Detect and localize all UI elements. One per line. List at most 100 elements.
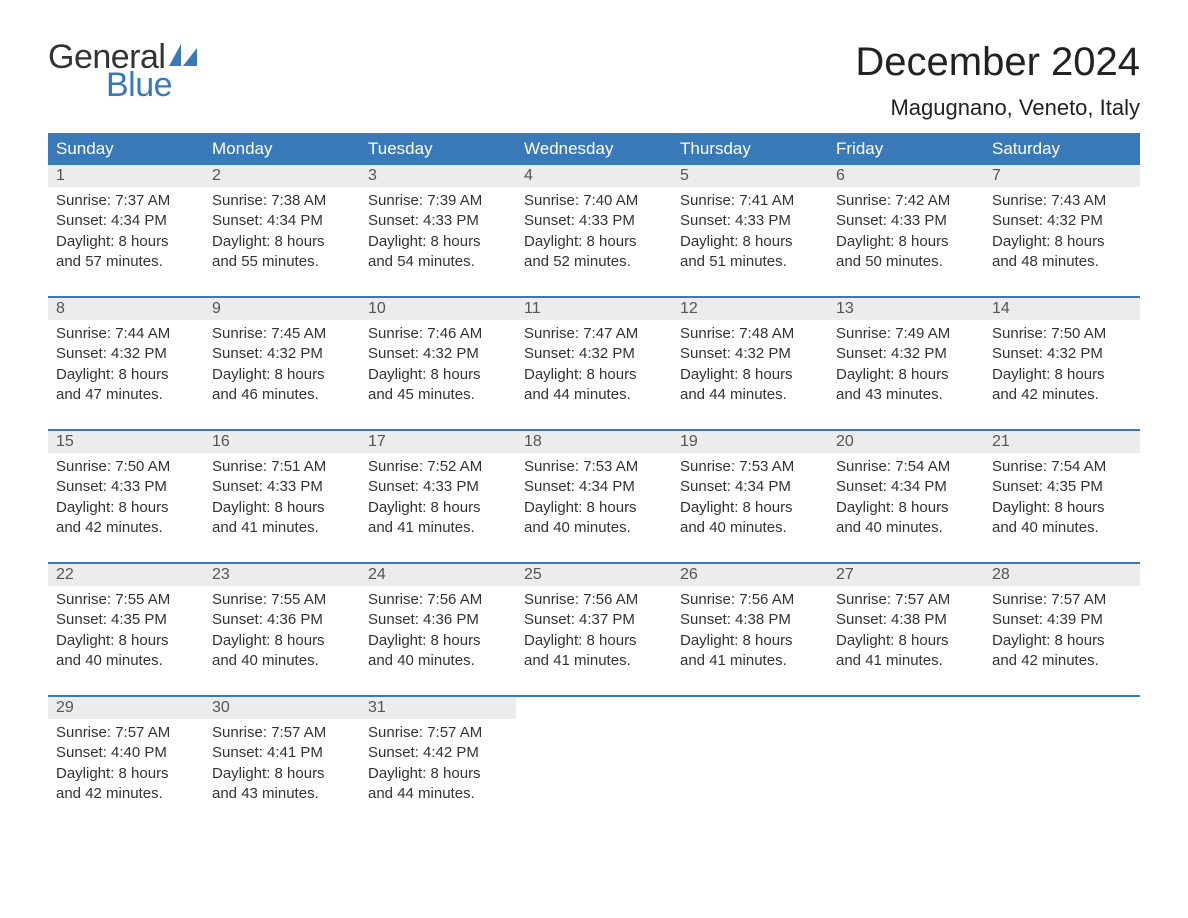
day-number: 18: [516, 431, 672, 453]
day-header: Saturday: [984, 133, 1140, 165]
day-number: [828, 697, 984, 719]
day-details: Sunrise: 7:55 AMSunset: 4:36 PMDaylight:…: [204, 586, 360, 696]
sunset-text: Sunset: 4:33 PM: [56, 477, 196, 497]
sunset-text: Sunset: 4:32 PM: [524, 344, 664, 364]
daylight-line1: Daylight: 8 hours: [56, 764, 196, 784]
day-details: Sunrise: 7:53 AMSunset: 4:34 PMDaylight:…: [516, 453, 672, 563]
sunrise-text: Sunrise: 7:53 AM: [524, 457, 664, 477]
daylight-line2: and 42 minutes.: [992, 651, 1132, 671]
daylight-line1: Daylight: 8 hours: [836, 232, 976, 252]
day-number: 26: [672, 564, 828, 586]
day-details: Sunrise: 7:57 AMSunset: 4:40 PMDaylight:…: [48, 719, 204, 828]
day-number: 1: [48, 165, 204, 187]
sunrise-text: Sunrise: 7:49 AM: [836, 324, 976, 344]
day-number: 12: [672, 298, 828, 320]
daynum-row: 891011121314: [48, 298, 1140, 320]
daylight-line1: Daylight: 8 hours: [56, 232, 196, 252]
daylight-line1: Daylight: 8 hours: [212, 631, 352, 651]
day-details: Sunrise: 7:49 AMSunset: 4:32 PMDaylight:…: [828, 320, 984, 430]
day-number: [516, 697, 672, 719]
sunset-text: Sunset: 4:33 PM: [212, 477, 352, 497]
sunrise-text: Sunrise: 7:56 AM: [680, 590, 820, 610]
daylight-line2: and 45 minutes.: [368, 385, 508, 405]
daynum-row: 22232425262728: [48, 564, 1140, 586]
calendar-table: Sunday Monday Tuesday Wednesday Thursday…: [48, 133, 1140, 828]
sunrise-text: Sunrise: 7:54 AM: [836, 457, 976, 477]
daylight-line2: and 47 minutes.: [56, 385, 196, 405]
day-details: Sunrise: 7:53 AMSunset: 4:34 PMDaylight:…: [672, 453, 828, 563]
logo-word-blue: Blue: [106, 68, 197, 102]
daylight-line2: and 44 minutes.: [524, 385, 664, 405]
daylight-line2: and 41 minutes.: [836, 651, 976, 671]
daylight-line2: and 40 minutes.: [56, 651, 196, 671]
sunrise-text: Sunrise: 7:57 AM: [212, 723, 352, 743]
sunrise-text: Sunrise: 7:42 AM: [836, 191, 976, 211]
daylight-line1: Daylight: 8 hours: [368, 365, 508, 385]
sunset-text: Sunset: 4:32 PM: [680, 344, 820, 364]
daylight-line1: Daylight: 8 hours: [212, 232, 352, 252]
daylight-line2: and 40 minutes.: [836, 518, 976, 538]
daynum-row: 293031: [48, 697, 1140, 719]
daylight-line1: Daylight: 8 hours: [368, 498, 508, 518]
daylight-line1: Daylight: 8 hours: [680, 232, 820, 252]
day-details: [672, 719, 828, 828]
daylight-line2: and 41 minutes.: [524, 651, 664, 671]
daylight-line2: and 55 minutes.: [212, 252, 352, 272]
day-number: 24: [360, 564, 516, 586]
day-details: Sunrise: 7:40 AMSunset: 4:33 PMDaylight:…: [516, 187, 672, 297]
daylight-line1: Daylight: 8 hours: [212, 365, 352, 385]
day-number: 21: [984, 431, 1140, 453]
day-details: Sunrise: 7:54 AMSunset: 4:34 PMDaylight:…: [828, 453, 984, 563]
brand-logo: General Blue: [48, 40, 197, 102]
daylight-line1: Daylight: 8 hours: [368, 631, 508, 651]
sunset-text: Sunset: 4:33 PM: [524, 211, 664, 231]
day-details: Sunrise: 7:47 AMSunset: 4:32 PMDaylight:…: [516, 320, 672, 430]
daylight-line2: and 46 minutes.: [212, 385, 352, 405]
sunset-text: Sunset: 4:35 PM: [56, 610, 196, 630]
day-details: Sunrise: 7:51 AMSunset: 4:33 PMDaylight:…: [204, 453, 360, 563]
sunrise-text: Sunrise: 7:44 AM: [56, 324, 196, 344]
daylight-line1: Daylight: 8 hours: [992, 232, 1132, 252]
sunrise-text: Sunrise: 7:56 AM: [368, 590, 508, 610]
day-details: [516, 719, 672, 828]
daylight-line1: Daylight: 8 hours: [992, 631, 1132, 651]
sunrise-text: Sunrise: 7:57 AM: [56, 723, 196, 743]
sunset-text: Sunset: 4:32 PM: [56, 344, 196, 364]
day-details: [828, 719, 984, 828]
daylight-line1: Daylight: 8 hours: [56, 365, 196, 385]
daylight-line2: and 44 minutes.: [368, 784, 508, 804]
day-number: 8: [48, 298, 204, 320]
daynum-row: 1234567: [48, 165, 1140, 187]
daylight-line1: Daylight: 8 hours: [836, 365, 976, 385]
sunrise-text: Sunrise: 7:38 AM: [212, 191, 352, 211]
daylight-line2: and 48 minutes.: [992, 252, 1132, 272]
day-number: 28: [984, 564, 1140, 586]
day-details: Sunrise: 7:55 AMSunset: 4:35 PMDaylight:…: [48, 586, 204, 696]
sunrise-text: Sunrise: 7:54 AM: [992, 457, 1132, 477]
sunrise-text: Sunrise: 7:53 AM: [680, 457, 820, 477]
daylight-line2: and 43 minutes.: [212, 784, 352, 804]
page-title: December 2024: [855, 40, 1140, 85]
day-number: 15: [48, 431, 204, 453]
daylight-line1: Daylight: 8 hours: [368, 764, 508, 784]
daylight-line2: and 52 minutes.: [524, 252, 664, 272]
day-number: 11: [516, 298, 672, 320]
day-details: Sunrise: 7:56 AMSunset: 4:36 PMDaylight:…: [360, 586, 516, 696]
sunrise-text: Sunrise: 7:50 AM: [992, 324, 1132, 344]
daylight-line2: and 44 minutes.: [680, 385, 820, 405]
sunset-text: Sunset: 4:32 PM: [212, 344, 352, 364]
day-number: 29: [48, 697, 204, 719]
day-details: Sunrise: 7:45 AMSunset: 4:32 PMDaylight:…: [204, 320, 360, 430]
daylight-line2: and 54 minutes.: [368, 252, 508, 272]
daylight-line1: Daylight: 8 hours: [524, 232, 664, 252]
day-number: 23: [204, 564, 360, 586]
day-details: Sunrise: 7:57 AMSunset: 4:38 PMDaylight:…: [828, 586, 984, 696]
day-details: Sunrise: 7:48 AMSunset: 4:32 PMDaylight:…: [672, 320, 828, 430]
daylight-line2: and 40 minutes.: [368, 651, 508, 671]
sunrise-text: Sunrise: 7:47 AM: [524, 324, 664, 344]
sunset-text: Sunset: 4:32 PM: [368, 344, 508, 364]
daylight-line1: Daylight: 8 hours: [212, 498, 352, 518]
daylight-line2: and 40 minutes.: [212, 651, 352, 671]
daylight-line2: and 51 minutes.: [680, 252, 820, 272]
daylight-line1: Daylight: 8 hours: [56, 631, 196, 651]
